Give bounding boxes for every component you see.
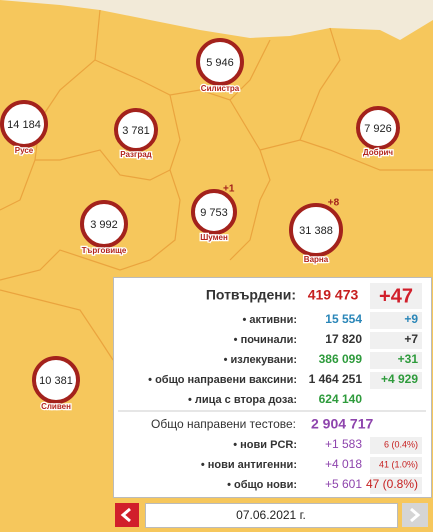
region-marker[interactable]: 7 926 Добрич <box>356 106 400 158</box>
test-label: • общо нови: <box>227 479 297 491</box>
test-positive: 6 (0.4%) <box>384 439 418 449</box>
stat-label: • починали: <box>234 334 297 346</box>
stat-value: 17 820 <box>325 332 362 346</box>
region-marker[interactable]: 3 992 Търговище <box>80 200 128 256</box>
tests-value: 2 904 717 <box>311 416 373 432</box>
region-name: Силистра <box>201 84 240 93</box>
confirmed-value: 419 473 <box>308 287 359 303</box>
region-name: Добрич <box>363 148 393 157</box>
test-value: +1 583 <box>325 437 362 451</box>
region-value: 31 388 <box>299 225 333 237</box>
region-circle <box>114 108 158 152</box>
region-name: Търговище <box>82 246 127 255</box>
region-marker[interactable]: 14 184 Русе <box>0 100 48 156</box>
stat-delta: +4 929 <box>381 372 418 386</box>
confirmed-delta: +47 <box>379 285 413 307</box>
region-marker[interactable]: 10 381 Сливен <box>32 356 80 412</box>
stat-label: • лица с втора доза: <box>188 394 297 406</box>
region-marker[interactable]: 9 753 Шумен +1 <box>191 184 237 243</box>
delta-box <box>370 352 422 369</box>
region-circle <box>32 356 80 404</box>
region-delta: +1 <box>223 184 235 195</box>
region-name: Варна <box>304 255 329 264</box>
region-circle <box>191 189 237 235</box>
test-positive: 47 (0.8%) <box>366 477 418 491</box>
region-name: Разград <box>120 150 152 159</box>
region-value: 5 946 <box>206 57 234 69</box>
stat-label: • активни: <box>242 314 297 326</box>
region-delta: +8 <box>328 198 340 209</box>
confirmed-label: Потвърдени: <box>206 287 296 303</box>
stat-value: 1 464 251 <box>309 372 363 386</box>
stat-value: 15 554 <box>325 312 362 326</box>
next-arrow <box>410 507 421 523</box>
region-circle <box>80 200 128 248</box>
stat-value: 386 099 <box>319 352 363 366</box>
stat-delta: +9 <box>404 312 418 326</box>
stat-delta: +7 <box>404 332 418 346</box>
neighbour-area <box>0 0 433 40</box>
delta-box <box>370 312 422 329</box>
delta-box <box>370 457 422 474</box>
region-circle <box>289 203 343 257</box>
region-value: 3 781 <box>122 125 150 137</box>
region-name: Сливен <box>41 402 71 411</box>
region-marker[interactable]: 5 946 Силистра <box>196 38 244 94</box>
next-button[interactable] <box>402 503 428 527</box>
region-value: 3 992 <box>90 219 118 231</box>
region-name: Русе <box>15 146 34 155</box>
prev-arrow <box>120 507 131 523</box>
region-value: 9 753 <box>200 207 228 219</box>
test-positive: 41 (1.0%) <box>379 459 418 469</box>
region-marker[interactable]: 3 781 Разград <box>114 108 158 160</box>
test-label: • нови PCR: <box>233 439 297 451</box>
region-marker[interactable]: 31 388 Варна +8 <box>289 198 343 265</box>
region-circle <box>196 38 244 86</box>
stat-delta: +31 <box>398 352 419 366</box>
delta-box <box>370 372 422 389</box>
stat-label: • излекувани: <box>224 354 297 366</box>
delta-box <box>370 437 422 454</box>
tests-label: Общо направени тестове: <box>151 417 296 431</box>
region-value: 14 184 <box>7 119 41 131</box>
test-value: +5 601 <box>325 477 362 491</box>
date-box[interactable] <box>145 503 398 528</box>
stat-value: 624 140 <box>319 392 363 406</box>
delta-box <box>370 283 422 309</box>
test-value: +4 018 <box>325 457 362 471</box>
test-label: • нови антигенни: <box>201 459 297 471</box>
date: 07.06.2021 г. <box>236 508 306 522</box>
delta-box <box>370 332 422 349</box>
region-name: Шумен <box>200 233 228 242</box>
prev-button[interactable] <box>115 503 139 527</box>
stat-label: • общо направени ваксини: <box>148 374 297 386</box>
region-circle <box>0 100 48 148</box>
delta-box <box>370 477 422 494</box>
region-circle <box>356 106 400 150</box>
region-value: 7 926 <box>364 123 392 135</box>
region-value: 10 381 <box>39 375 73 387</box>
